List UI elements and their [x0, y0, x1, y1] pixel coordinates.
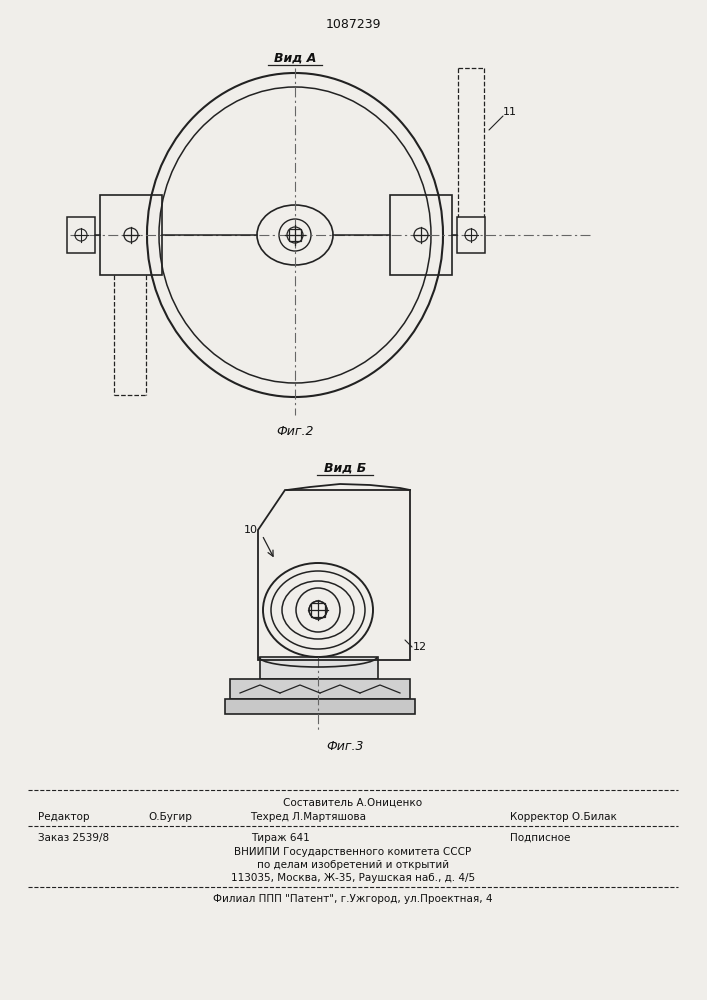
Text: Техред Л.Мартяшова: Техред Л.Мартяшова [250, 812, 366, 822]
Text: ВНИИПИ Государственного комитета СССР: ВНИИПИ Государственного комитета СССР [235, 847, 472, 857]
Text: Заказ 2539/8: Заказ 2539/8 [38, 833, 109, 843]
Text: Вид А: Вид А [274, 52, 316, 65]
Bar [230, 679, 410, 699]
Bar [67, 217, 95, 253]
Text: Тираж 641: Тираж 641 [250, 833, 310, 843]
Text: Редактор: Редактор [38, 812, 90, 822]
Text: Фиг.3: Фиг.3 [326, 740, 363, 753]
Text: Фиг.2: Фиг.2 [276, 425, 314, 438]
Bar [289, 229, 301, 241]
Bar [260, 657, 378, 679]
Bar [390, 195, 452, 275]
Text: О.Бугир: О.Бугир [148, 812, 192, 822]
Text: 10: 10 [244, 525, 258, 535]
Bar [100, 195, 162, 275]
Text: 12: 12 [413, 642, 427, 652]
Bar [457, 217, 485, 253]
Text: Подписное: Подписное [510, 833, 571, 843]
Text: Вид Б: Вид Б [324, 462, 366, 475]
Text: Составитель А.Ониценко: Составитель А.Ониценко [284, 798, 423, 808]
Bar [311, 603, 325, 617]
Bar [225, 699, 415, 714]
Text: Филиал ППП "Патент", г.Ужгород, ул.Проектная, 4: Филиал ППП "Патент", г.Ужгород, ул.Проек… [214, 894, 493, 904]
Text: 113035, Москва, Ж-35, Раушская наб., д. 4/5: 113035, Москва, Ж-35, Раушская наб., д. … [231, 873, 475, 883]
Text: 1087239: 1087239 [325, 18, 381, 31]
Text: Корректор О.Билак: Корректор О.Билак [510, 812, 617, 822]
Text: 11: 11 [503, 107, 517, 117]
Text: по делам изобретений и открытий: по делам изобретений и открытий [257, 860, 449, 870]
